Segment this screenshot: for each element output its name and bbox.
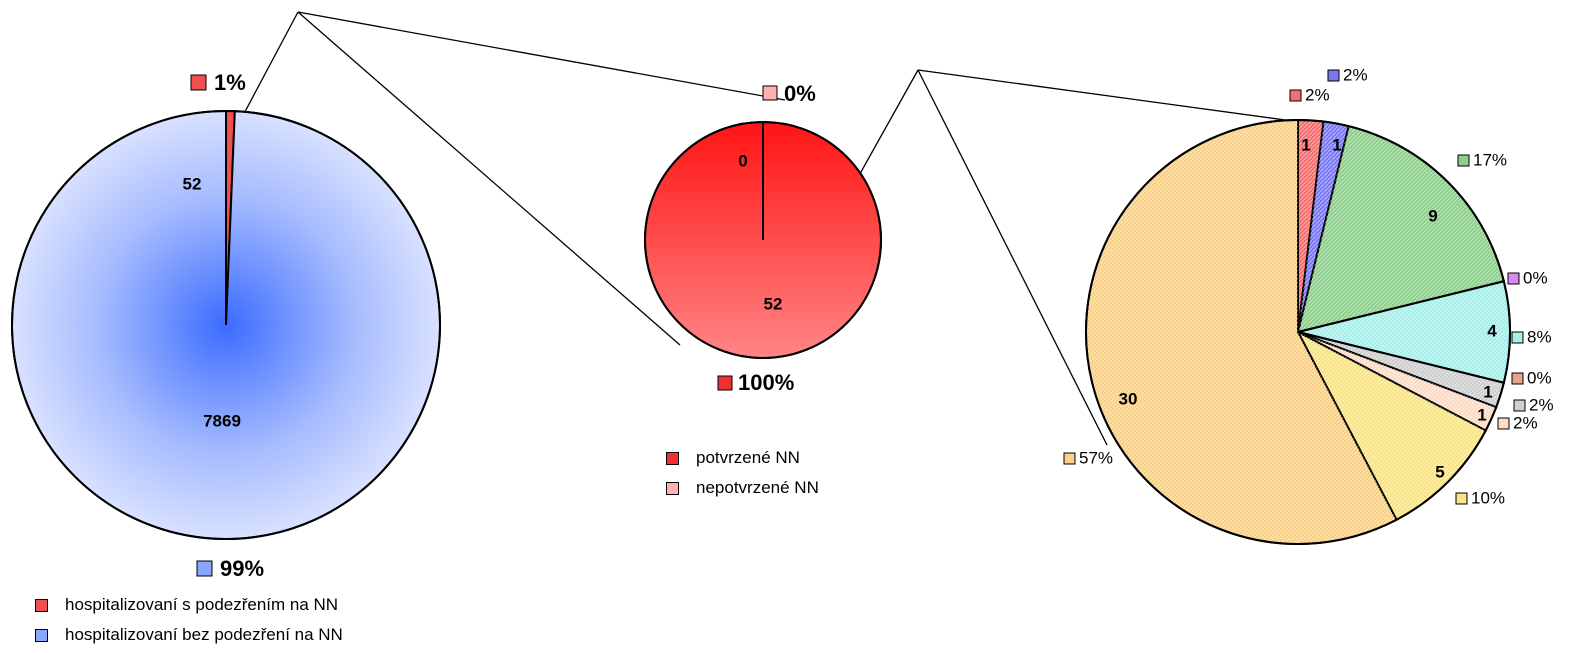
value-label: 1 [1301, 135, 1310, 154]
value-label: 1 [1332, 135, 1341, 154]
connector-line [917, 69, 1108, 446]
percent-label-swatch [1511, 331, 1524, 344]
percent-label-swatch [717, 375, 733, 391]
value-label: 7869 [203, 411, 241, 430]
percent-label: 2% [1529, 395, 1554, 414]
legend-label: hospitalizovaní s podezřením na NN [65, 595, 339, 614]
value-label: 5 [1435, 462, 1444, 481]
percent-label: 57% [1079, 448, 1113, 467]
percent-label: 0% [1523, 268, 1548, 287]
connector-line [917, 69, 1301, 123]
value-label: 1 [1483, 382, 1492, 401]
pie-slice [1297, 331, 1505, 384]
legend-swatch [666, 451, 679, 465]
pie-slice [11, 109, 441, 540]
percent-label-swatch [1289, 89, 1302, 102]
percent-label-swatch [1497, 417, 1510, 430]
percent-label-swatch [1327, 69, 1340, 82]
percent-label-swatch [1455, 492, 1468, 505]
legend-item: nepotvrzené NN [666, 473, 819, 503]
connector-line [297, 11, 786, 101]
value-label: 9 [1428, 206, 1437, 225]
pie-outline [11, 110, 441, 540]
legend-item: hospitalizovaní s podezřením na NN [35, 590, 343, 620]
pie-slice-texture [1298, 332, 1486, 520]
pie-slice-texture [1298, 126, 1504, 332]
percent-label-swatch [1063, 452, 1076, 465]
legend-item: potvrzené NN [666, 443, 819, 473]
pie-chart-hospitalized: 1% 99% 52 7869 [11, 70, 441, 581]
value-label: 52 [183, 174, 202, 193]
legend-pie-hospitalized: hospitalizovaní s podezřením na NN hospi… [35, 590, 343, 650]
percent-label: 10% [1471, 488, 1505, 507]
percent-label-swatch [1513, 399, 1526, 412]
legend-swatch [35, 628, 48, 642]
percent-label: 100% [738, 370, 794, 395]
pie-slice-texture [1086, 120, 1397, 544]
percent-label: 2% [1513, 413, 1538, 432]
pie-outline [1085, 119, 1511, 545]
percent-label: 2% [1343, 65, 1368, 84]
pie-slice-texture [1298, 281, 1511, 383]
legend-swatch [666, 481, 679, 495]
percent-label: 0% [1527, 368, 1552, 387]
percent-label: 0% [784, 81, 816, 106]
percent-label-swatch [196, 560, 213, 577]
percent-label: 2% [1305, 85, 1330, 104]
percent-label: 17% [1473, 150, 1507, 169]
connector-lines [221, 11, 1301, 446]
value-label: 52 [764, 294, 783, 313]
value-label: 0 [738, 151, 747, 170]
pie-slice-texture [1298, 332, 1497, 431]
pie-outline [644, 121, 882, 359]
percent-label-swatch [1507, 272, 1520, 285]
pie-slice [1297, 280, 1505, 333]
pie-chart-confirmed: 100% 0% 52 0 [644, 81, 882, 395]
value-label: 1 [1477, 405, 1486, 424]
percent-label-swatch [1457, 154, 1470, 167]
legend-label: nepotvrzené NN [696, 478, 819, 497]
legend-swatch [35, 598, 48, 612]
legend-pie-confirmed: potvrzené NN nepotvrzené NN [666, 443, 819, 503]
value-label: 30 [1119, 389, 1138, 408]
percent-label: 1% [214, 70, 246, 95]
connector-line [297, 11, 681, 346]
percent-label: 8% [1527, 327, 1552, 346]
value-label: 4 [1487, 321, 1497, 340]
percent-label-swatch [1511, 372, 1524, 385]
legend-item: hospitalizovaní bez podezření na NN [35, 620, 343, 650]
legend-label: potvrzené NN [696, 448, 800, 467]
percent-label: 99% [220, 556, 264, 581]
legend-label: hospitalizovaní bez podezření na NN [65, 625, 343, 644]
percent-label-swatch [190, 74, 207, 91]
percent-label-swatch [762, 85, 778, 101]
